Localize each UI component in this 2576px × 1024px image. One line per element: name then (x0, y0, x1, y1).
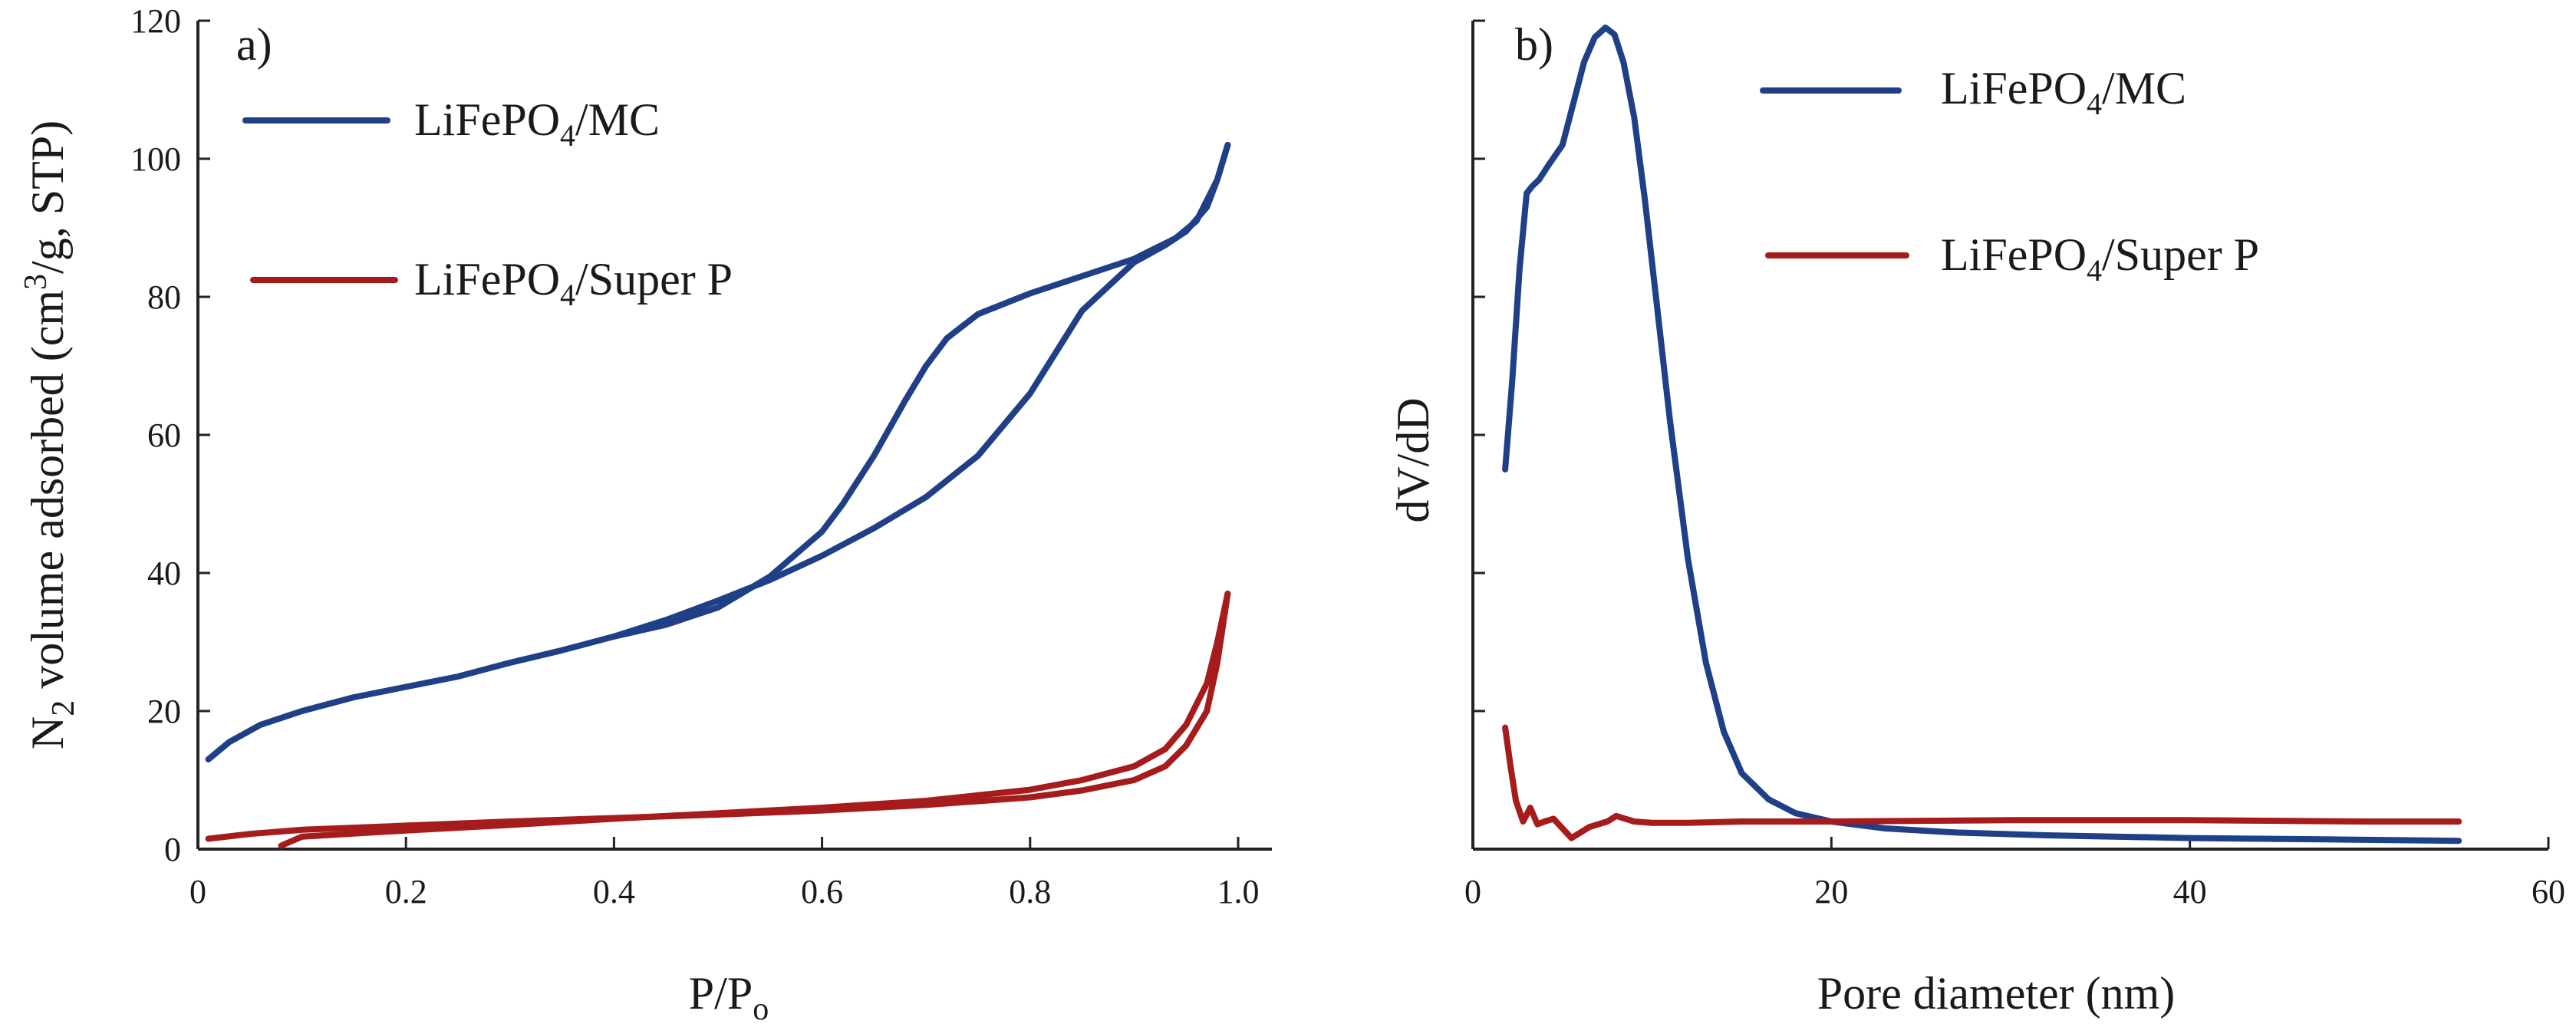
panel-a-x-tick-label: 1.0 (1217, 873, 1260, 910)
panel-a-x-tick-label: 0.4 (593, 873, 635, 910)
panel-b-legend: LiFePO4/MC LiFePO4/Super P (1760, 63, 2259, 288)
panel-a-y-tick-label: 40 (147, 555, 181, 592)
panel-b-legend-mc-label: LiFePO4/MC (1941, 63, 2186, 121)
panel-a-x-tick-label: 0.2 (385, 873, 427, 910)
panel-a-legend-mc-label: LiFePO4/MC (414, 94, 660, 153)
panel-a-label: a) (236, 19, 272, 70)
panel-a-legend-superp-label: LiFePO4/Super P (414, 254, 733, 312)
panel-b-x-tick-label: 0 (1464, 873, 1481, 910)
panel-b-x-ticks: 0 20 40 60 (1464, 837, 2565, 910)
panel-b-pore-distribution-chart: 0 20 40 60 b) LiFePO4/MC LiFePO4/Super P Po… (1388, 19, 2565, 1019)
panel-a-y-tick-label: 0 (164, 831, 181, 868)
panel-a-series-lifepo4-mc-desorption (611, 142, 1231, 640)
panel-a-y-tick-label: 80 (147, 278, 181, 316)
panel-b-label: b) (1515, 19, 1553, 70)
panel-b-y-ticks (1473, 19, 1485, 713)
panel-b-x-tick-label: 40 (2173, 873, 2207, 910)
panel-a-y-ticks: 0 20 40 60 80 100 120 (130, 2, 210, 868)
panel-b-series-lifepo4-mc (1502, 25, 2462, 845)
panel-b-y-axis-title: dV/dD (1388, 397, 1438, 522)
panel-b-legend-superp-label: LiFePO4/Super P (1941, 229, 2259, 288)
panel-a-x-tick-label: 0.8 (1009, 873, 1051, 910)
panel-b-series-lifepo4-super-p (1502, 724, 2462, 841)
panel-a-x-tick-label: 0 (189, 873, 206, 910)
panel-a-series-lifepo4-mc (205, 142, 1231, 762)
panel-a-y-tick-label: 20 (147, 693, 181, 730)
panel-b-x-tick-label: 20 (1814, 873, 1848, 910)
panel-a-x-ticks: 0 0.2 0.4 0.6 0.8 1.0 (189, 837, 1260, 910)
panel-a-y-tick-label: 60 (147, 417, 181, 454)
panel-a-x-axis-title: P/Po (689, 968, 769, 1024)
panel-a-y-tick-label: 100 (130, 140, 181, 178)
panel-a-y-axis-title: N2 volume adsorbed (cm3/g, STP) (18, 120, 81, 749)
panel-a-series (205, 142, 1231, 849)
panel-a-legend: LiFePO4/MC LiFePO4/Super P (242, 94, 733, 312)
panel-a-series-lifepo4-super-p (205, 591, 1231, 842)
panel-a-isotherm-chart: 0 0.2 0.4 0.6 0.8 1.0 0 20 40 60 80 100 120 a) LiFe… (18, 2, 1272, 1024)
panel-a-x-tick-label: 0.6 (801, 873, 843, 910)
panel-a-y-tick-label: 120 (130, 2, 181, 40)
panel-b-x-tick-label: 60 (2532, 873, 2565, 910)
panel-b-series (1502, 25, 2462, 845)
panel-b-x-axis-title: Pore diameter (nm) (1817, 968, 2176, 1019)
panel-a-series-lifepo4-super-p-desorption (278, 591, 1231, 849)
